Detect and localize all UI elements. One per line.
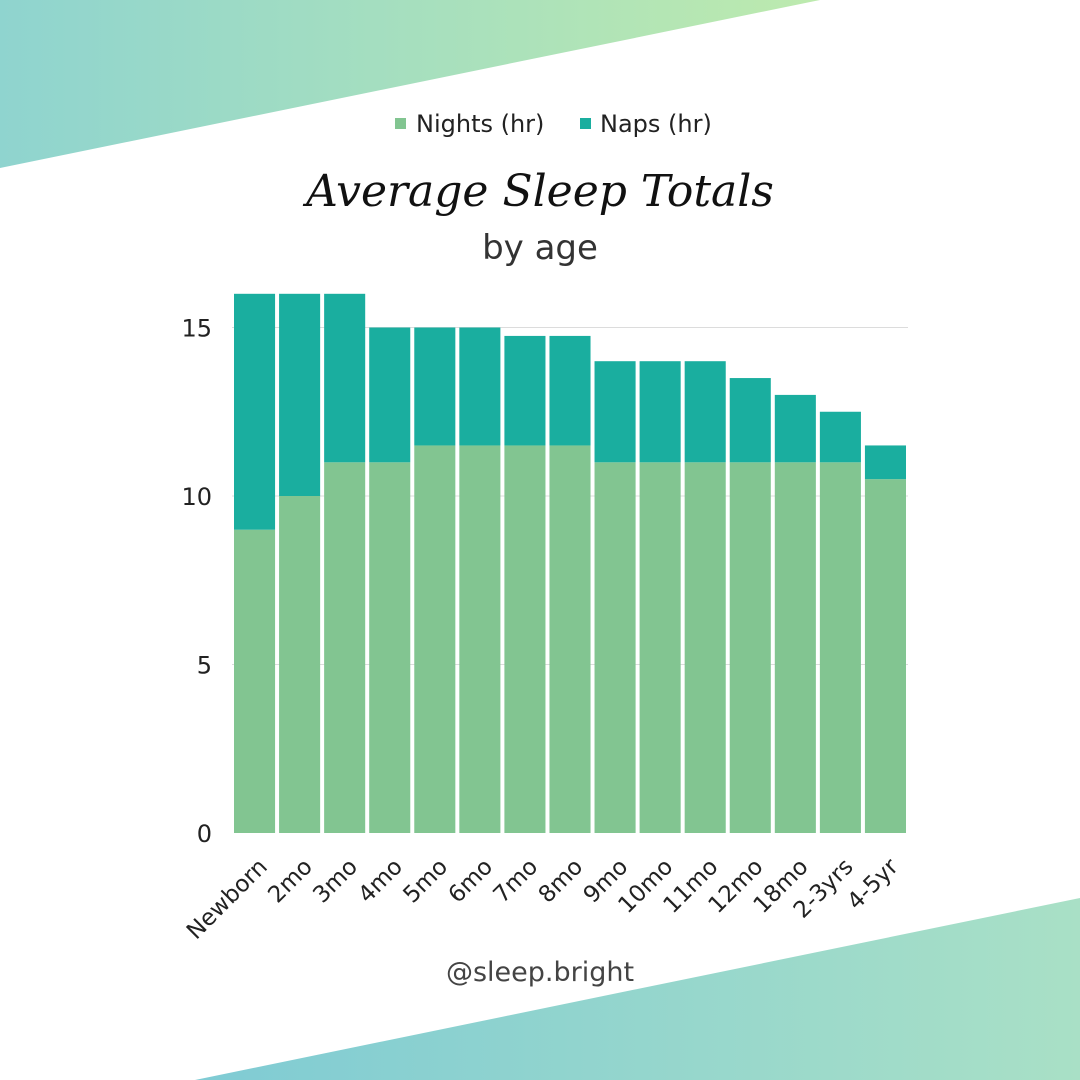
legend-label-nights: Nights (hr) <box>416 110 544 138</box>
x-tick-label: 7mo <box>489 854 544 909</box>
y-tick-label: 10 <box>181 483 212 511</box>
bar-nights <box>639 462 681 833</box>
bar-naps <box>549 335 591 446</box>
bar-naps <box>459 327 501 446</box>
x-tick-label: 5mo <box>399 854 454 909</box>
legend: Nights (hr) Naps (hr) <box>395 110 712 138</box>
top-decorative-band <box>0 0 820 168</box>
bar-nights <box>504 445 546 833</box>
bar-naps <box>729 378 771 463</box>
bar-naps <box>504 335 546 446</box>
bar-naps <box>324 293 366 463</box>
social-handle: @sleep.bright <box>446 957 634 988</box>
x-tick-label: 8mo <box>534 854 589 909</box>
x-axis: Newborn2mo3mo4mo5mo6mo7mo8mo9mo10mo11mo1… <box>182 853 904 944</box>
bar-naps <box>684 361 726 463</box>
bottom-decorative-band <box>195 898 1080 1080</box>
bar-naps <box>639 361 681 463</box>
bar-nights <box>819 462 861 833</box>
x-tick-label: Newborn <box>182 854 273 945</box>
x-tick-label: 4-5yr <box>842 853 904 915</box>
x-tick-label: 3mo <box>308 854 363 909</box>
y-tick-label: 0 <box>197 820 212 848</box>
bar-nights <box>549 445 591 833</box>
bar-naps <box>279 293 321 496</box>
x-tick-label: 6mo <box>444 854 499 909</box>
bar-nights <box>414 445 456 833</box>
chart-title: Average Sleep Totals <box>302 166 774 217</box>
bar-nights <box>774 462 816 833</box>
y-tick-label: 5 <box>197 652 212 680</box>
y-axis: 0 5 10 15 <box>181 315 212 849</box>
bar-nights <box>369 462 411 833</box>
x-tick-label: 2mo <box>263 854 318 909</box>
bar-nights <box>729 462 771 833</box>
bar-nights <box>594 462 636 833</box>
y-tick-label: 15 <box>181 315 212 343</box>
legend-label-naps: Naps (hr) <box>600 110 712 138</box>
bar-naps <box>234 293 276 530</box>
bar-naps <box>864 445 906 480</box>
bar-nights <box>684 462 726 833</box>
bar-naps <box>594 361 636 463</box>
bar-nights <box>279 496 321 833</box>
bars <box>234 293 906 833</box>
bar-naps <box>369 327 411 463</box>
bar-nights <box>234 529 276 833</box>
bar-naps <box>774 394 816 463</box>
bar-naps <box>414 327 456 446</box>
x-tick-label: 4mo <box>353 854 408 909</box>
chart-subtitle: by age <box>482 228 598 268</box>
legend-swatch-nights <box>395 118 406 129</box>
bar-naps <box>819 411 861 463</box>
bar-nights <box>459 445 501 833</box>
bar-nights <box>324 462 366 833</box>
bar-nights <box>864 479 906 833</box>
legend-swatch-naps <box>580 118 591 129</box>
